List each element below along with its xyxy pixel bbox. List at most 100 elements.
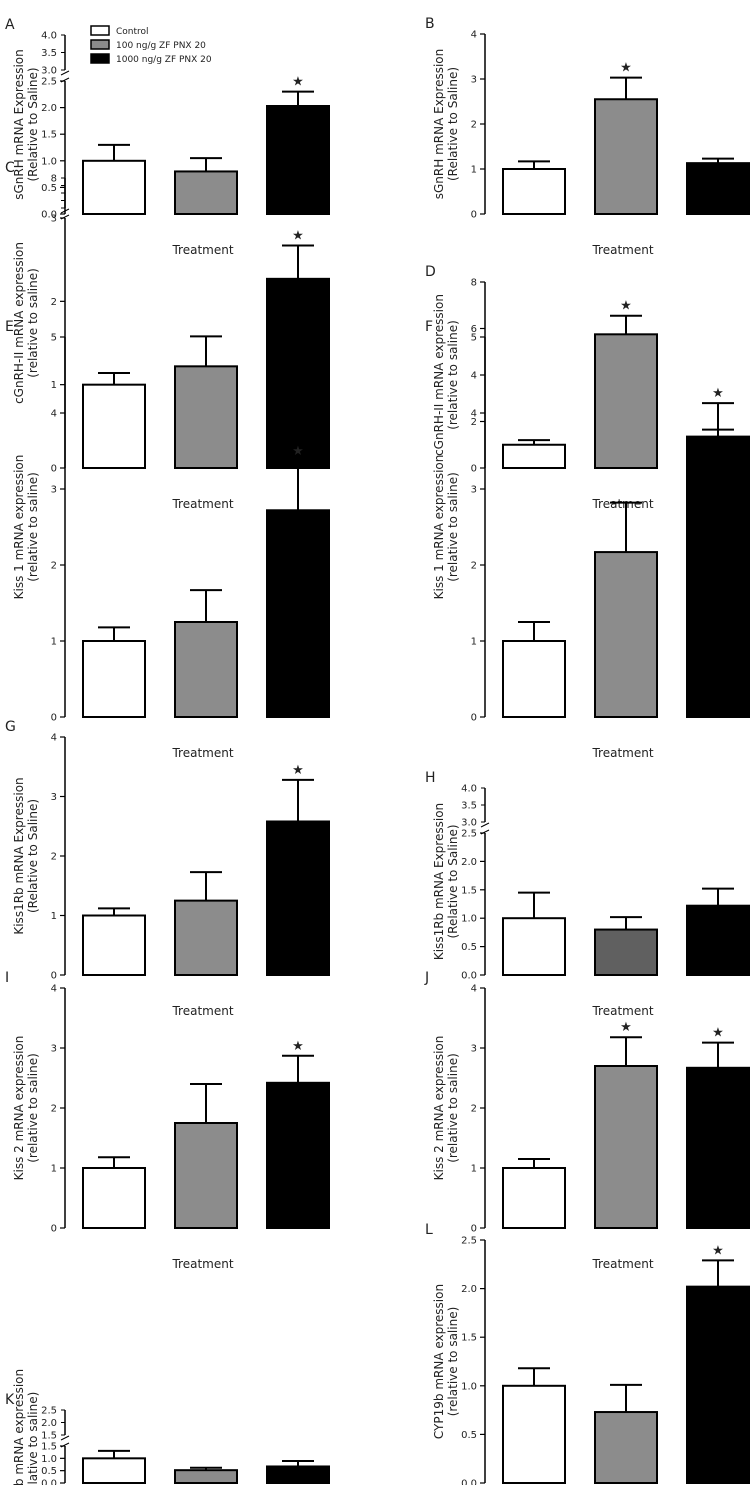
y-tick-label: 0.5 bbox=[41, 183, 57, 194]
y-tick-label: 1.0 bbox=[461, 1381, 477, 1392]
x-axis-label: Treatment bbox=[171, 1257, 233, 1271]
significance-star: ★ bbox=[620, 1020, 632, 1035]
y-tick-label: 0.5 bbox=[461, 1430, 477, 1441]
y-axis-label: cGnRH-II mRNA expression bbox=[12, 242, 26, 404]
y-axis-label-sub: (relative to saline) bbox=[26, 1392, 40, 1485]
y-tick-label: 2.0 bbox=[461, 857, 477, 868]
y-tick-label: 1.5 bbox=[461, 885, 477, 896]
y-tick-label: 1.5 bbox=[41, 1442, 57, 1453]
bar bbox=[594, 928, 658, 976]
y-tick-label: 1.0 bbox=[461, 914, 477, 925]
y-tick-label-upper: 1.5 bbox=[41, 1431, 57, 1442]
panel-e: E 0 1 2 3 4 5 ★ Kiss 1 mRNA expression (relative … bbox=[5, 319, 330, 760]
y-tick-label: 4 bbox=[51, 733, 57, 744]
y-tick-label: 2 bbox=[471, 561, 477, 572]
y-tick-label: 1 bbox=[51, 1164, 57, 1175]
bar bbox=[82, 383, 146, 469]
y-tick-label: 0.0 bbox=[41, 210, 57, 221]
y-tick-label: 5 bbox=[471, 333, 477, 344]
y-tick-label: 0 bbox=[51, 464, 57, 475]
y-tick-label: 1 bbox=[471, 1164, 477, 1175]
y-tick-label: 0.0 bbox=[461, 1479, 477, 1485]
bar bbox=[686, 1285, 750, 1484]
y-tick-label: 0 bbox=[471, 1224, 477, 1235]
legend-swatch bbox=[90, 53, 110, 64]
panel-letter: I bbox=[5, 970, 9, 986]
axis-break-mark bbox=[480, 822, 490, 828]
panel-letter: J bbox=[424, 970, 429, 986]
y-tick-label: 1 bbox=[51, 911, 57, 922]
y-tick-label: 1 bbox=[471, 165, 477, 176]
y-tick-label: 0 bbox=[471, 464, 477, 475]
y-axis-label: Kiss1Rb mRNA Expression bbox=[432, 803, 446, 960]
y-tick-label-upper: 3.0 bbox=[41, 66, 57, 77]
significance-star: ★ bbox=[712, 386, 724, 401]
bar bbox=[174, 365, 238, 470]
x-axis-label: Treatment bbox=[171, 1004, 233, 1018]
panel-i: I 0 1 2 3 4 ★ Kiss 2 mRNA expression (relative t… bbox=[5, 970, 330, 1271]
significance-star: ★ bbox=[292, 444, 304, 459]
bar bbox=[266, 1081, 330, 1230]
y-axis-label: Kiss 1 mRNA expression bbox=[432, 455, 446, 600]
significance-star: ★ bbox=[292, 75, 304, 90]
y-axis-label: CYP19b mRNA expression bbox=[432, 1284, 446, 1439]
panel-letter: A bbox=[5, 17, 15, 33]
panel-letter: K bbox=[5, 1392, 15, 1408]
panel-letter: G bbox=[5, 719, 16, 735]
bar bbox=[82, 159, 146, 216]
panel-letter: L bbox=[425, 1222, 433, 1238]
y-tick-label: 3 bbox=[51, 1044, 57, 1055]
y-axis-label: cGnRH-II mRNA expression bbox=[432, 294, 446, 456]
bar bbox=[686, 1066, 750, 1230]
y-tick-label: 2 bbox=[471, 417, 477, 428]
bar bbox=[266, 277, 330, 470]
y-tick-label: 0.5 bbox=[461, 942, 477, 953]
y-tick-label: 2.5 bbox=[41, 77, 57, 88]
significance-star: ★ bbox=[292, 229, 304, 244]
x-axis-label: Treatment bbox=[171, 243, 233, 257]
bar bbox=[686, 162, 750, 215]
y-tick-label: 2 bbox=[51, 297, 57, 308]
bar bbox=[82, 640, 146, 718]
y-tick-label: 2.0 bbox=[461, 1284, 477, 1295]
panel-h: H 0.0 0.5 1.0 1.5 2.0 2.53.0 3.5 4.0 Kiss1Rb mRNA… bbox=[425, 770, 750, 1018]
y-tick-label: 1.0 bbox=[41, 1454, 57, 1465]
bar bbox=[502, 640, 566, 718]
y-tick-label: 0 bbox=[51, 1224, 57, 1235]
bar bbox=[266, 509, 330, 718]
bar bbox=[174, 1469, 238, 1485]
bar bbox=[174, 621, 238, 718]
y-tick-label-upper: 4.0 bbox=[461, 784, 477, 795]
axis-break-mark bbox=[60, 77, 70, 83]
x-axis-label: Treatment bbox=[591, 746, 653, 760]
axis-break-mark bbox=[480, 829, 490, 835]
bar bbox=[82, 914, 146, 976]
y-axis-label: CYP19b mRNA expression bbox=[12, 1369, 26, 1485]
y-tick-label: 4 bbox=[51, 984, 57, 995]
x-axis-label: Treatment bbox=[591, 1257, 653, 1271]
y-tick-label: 2 bbox=[51, 561, 57, 572]
bar bbox=[82, 1457, 146, 1485]
bar bbox=[266, 105, 330, 215]
axis-break-mark bbox=[60, 1442, 70, 1448]
y-tick-label: 1.5 bbox=[461, 1333, 477, 1344]
y-tick-label: 3 bbox=[51, 792, 57, 803]
y-tick-label: 4 bbox=[471, 371, 477, 382]
y-tick-label: 0.5 bbox=[41, 1466, 57, 1477]
y-tick-label: 1 bbox=[51, 637, 57, 648]
y-tick-label: 3 bbox=[51, 214, 57, 225]
bar bbox=[82, 1167, 146, 1229]
panel-letter: H bbox=[425, 770, 436, 786]
y-tick-label: 4 bbox=[471, 409, 477, 420]
legend-label: 1000 ng/g ZF PNX 20 bbox=[116, 55, 212, 65]
y-axis-label: Kiss1Rb mRNA Expression bbox=[12, 777, 26, 934]
significance-star: ★ bbox=[292, 1039, 304, 1054]
y-axis-label-sub: (relative to saline) bbox=[26, 472, 40, 582]
x-axis-label: Treatment bbox=[171, 746, 233, 760]
panel-j: J 0 1 2 3 4 ★ ★ Kiss 2 mRNA expression (relative … bbox=[424, 970, 750, 1271]
y-axis-label-sub: (relative to saline) bbox=[446, 1307, 460, 1417]
bar bbox=[594, 1411, 658, 1484]
